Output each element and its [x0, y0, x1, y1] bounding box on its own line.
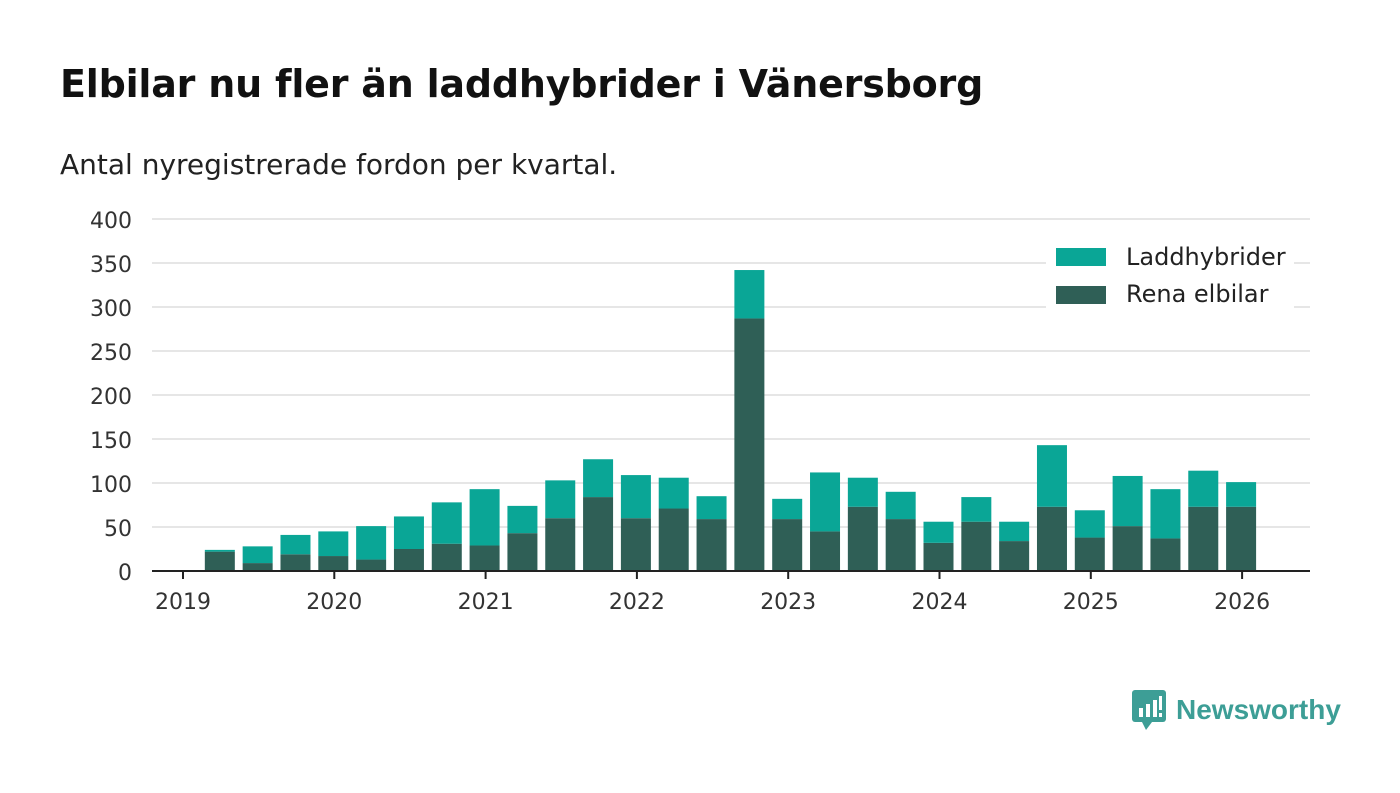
bar-segment-laddhybrider — [356, 526, 387, 560]
bar-segment-rena-elbilar — [999, 541, 1030, 571]
y-tick-label: 100 — [90, 473, 132, 498]
bar-segment-laddhybrider — [961, 497, 992, 522]
x-tick-label: 2023 — [760, 590, 816, 615]
newsworthy-logo-icon — [1132, 690, 1166, 730]
bar-segment-rena-elbilar — [1036, 506, 1067, 571]
brand-logo: Newsworthy — [1132, 690, 1341, 730]
bar-segment-laddhybrider — [280, 534, 311, 555]
bar-segment-rena-elbilar — [620, 518, 651, 571]
legend-swatch-laddhybrider — [1056, 248, 1106, 266]
bar-segment-laddhybrider — [583, 459, 614, 498]
bar-segment-laddhybrider — [1150, 489, 1181, 539]
bar-segment-laddhybrider — [772, 498, 803, 520]
y-tick-label: 350 — [90, 253, 132, 278]
y-tick-label: 50 — [104, 517, 132, 542]
bar-segment-rena-elbilar — [545, 518, 576, 571]
bar-segment-laddhybrider — [204, 549, 235, 552]
bar-segment-rena-elbilar — [469, 545, 500, 571]
bar-segment-rena-elbilar — [885, 519, 916, 571]
bar-segment-laddhybrider — [1188, 470, 1219, 507]
bar-segment-rena-elbilar — [1150, 538, 1181, 571]
axes: 0 50 100 150 200 250 300 350 400 2019 2020 2021 2022… — [90, 209, 1310, 615]
bar-segment-laddhybrider — [999, 521, 1030, 542]
chart-title: Elbilar nu fler än laddhybrider i Väners… — [60, 62, 984, 106]
bar-segment-rena-elbilar — [772, 519, 803, 571]
bar-segment-rena-elbilar — [1226, 506, 1257, 571]
x-tick-label: 2020 — [306, 590, 362, 615]
bar-segment-rena-elbilar — [810, 531, 841, 571]
bar-segment-rena-elbilar — [583, 497, 614, 571]
bar-segment-laddhybrider — [1074, 510, 1105, 538]
bar-segment-laddhybrider — [923, 521, 954, 543]
bar-segment-rena-elbilar — [318, 556, 349, 571]
x-tick-label: 2024 — [912, 590, 968, 615]
bar-segment-rena-elbilar — [847, 506, 878, 571]
bar-segment-rena-elbilar — [734, 318, 765, 571]
bar-segment-rena-elbilar — [1112, 526, 1143, 571]
y-tick-label: 400 — [90, 209, 132, 234]
bar-segment-laddhybrider — [847, 477, 878, 507]
x-tick-label: 2021 — [458, 590, 514, 615]
bar-segment-laddhybrider — [1112, 475, 1143, 527]
y-tick-label: 250 — [90, 341, 132, 366]
x-tick-label: 2022 — [609, 590, 665, 615]
bar-segment-laddhybrider — [1226, 482, 1257, 507]
bars — [204, 270, 1257, 571]
y-tick-label: 300 — [90, 297, 132, 322]
bar-segment-laddhybrider — [810, 472, 841, 532]
bar-segment-laddhybrider — [507, 505, 538, 534]
x-tick-label: 2025 — [1063, 590, 1119, 615]
bar-segment-laddhybrider — [469, 489, 500, 546]
bar-segment-laddhybrider — [885, 491, 916, 520]
bar-segment-rena-elbilar — [1074, 537, 1105, 571]
bar-segment-laddhybrider — [658, 477, 689, 509]
y-tick-label: 0 — [118, 561, 132, 586]
y-tick-label: 200 — [90, 385, 132, 410]
bar-segment-laddhybrider — [242, 546, 273, 564]
bar-segment-rena-elbilar — [961, 521, 992, 571]
legend: Laddhybrider Rena elbilar — [1046, 238, 1294, 310]
bar-segment-laddhybrider — [431, 502, 462, 544]
bar-segment-rena-elbilar — [696, 519, 727, 571]
bar-segment-rena-elbilar — [242, 563, 273, 571]
bar-segment-laddhybrider — [1036, 445, 1067, 507]
bar-segment-laddhybrider — [620, 475, 651, 519]
legend-label-laddhybrider: Laddhybrider — [1126, 243, 1286, 271]
bar-segment-laddhybrider — [696, 496, 727, 520]
legend-swatch-rena-elbilar — [1056, 286, 1106, 304]
bar-segment-rena-elbilar — [280, 554, 311, 571]
bar-segment-rena-elbilar — [1188, 506, 1219, 571]
brand-name: Newsworthy — [1176, 694, 1341, 725]
bar-segment-rena-elbilar — [393, 549, 424, 571]
bar-segment-laddhybrider — [318, 531, 349, 557]
stacked-bar-chart: 0 50 100 150 200 250 300 350 400 2019 2020 2021 2022… — [90, 209, 1310, 615]
bar-segment-rena-elbilar — [507, 533, 538, 571]
y-tick-label: 150 — [90, 429, 132, 454]
bar-segment-rena-elbilar — [923, 542, 954, 571]
x-tick-label: 2026 — [1214, 590, 1270, 615]
bar-segment-rena-elbilar — [658, 508, 689, 571]
x-tick-label: 2019 — [155, 590, 211, 615]
bar-segment-rena-elbilar — [204, 551, 235, 571]
bar-segment-rena-elbilar — [431, 543, 462, 571]
bar-segment-laddhybrider — [393, 516, 424, 549]
bar-segment-laddhybrider — [545, 480, 576, 519]
bar-segment-laddhybrider — [734, 270, 765, 319]
bar-segment-rena-elbilar — [356, 559, 387, 571]
legend-label-rena-elbilar: Rena elbilar — [1126, 280, 1269, 308]
chart-subtitle: Antal nyregistrerade fordon per kvartal. — [60, 148, 618, 181]
